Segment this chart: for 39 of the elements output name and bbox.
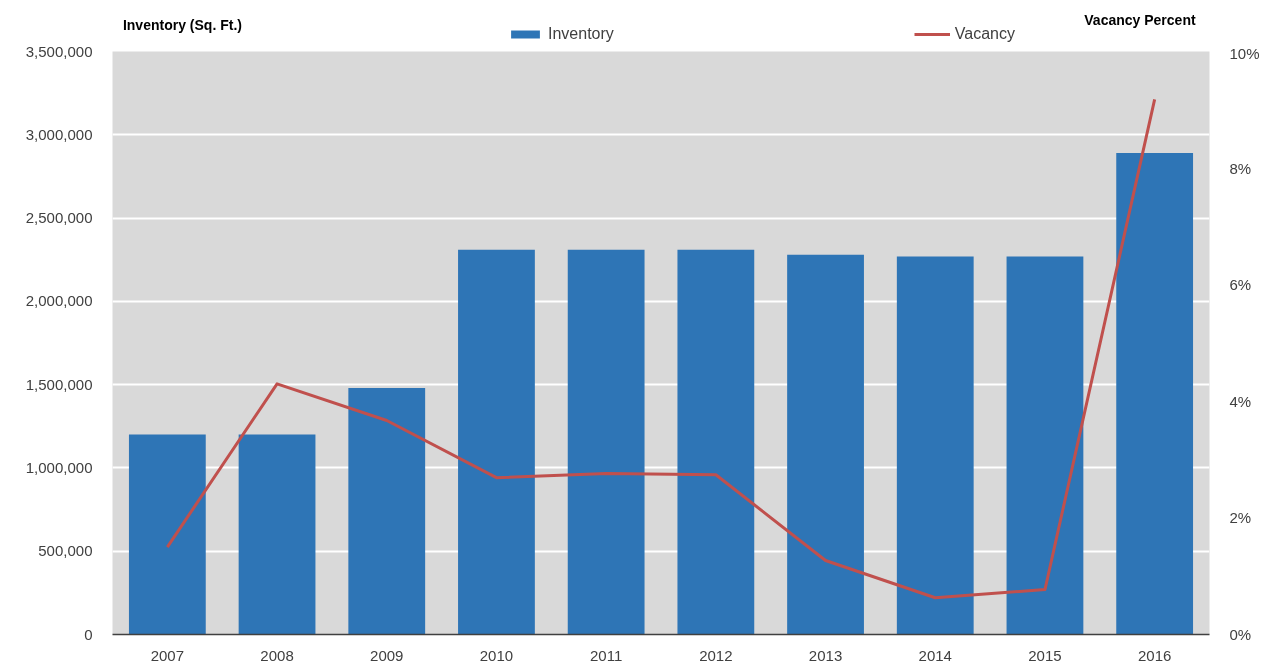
bar <box>567 249 645 635</box>
line-series <box>165 97 1157 600</box>
y2-tick-label: 2% <box>1229 509 1252 527</box>
x-tick-label: 2008 <box>260 646 294 664</box>
y-tick-label: 2,500,000 <box>25 209 93 227</box>
x-tick-label: 2016 <box>1137 646 1172 664</box>
bar <box>896 256 974 635</box>
y-tick-label: 1,000,000 <box>25 458 93 476</box>
y-tick-label: 1,500,000 <box>25 375 93 393</box>
x-tick-label: 2015 <box>1028 646 1062 664</box>
y-axis-title: Inventory (Sq. Ft.) <box>122 16 242 33</box>
y2-tick-label: 0% <box>1229 626 1252 643</box>
legend-label: Vacancy <box>954 25 1015 43</box>
y2-axis-title: Vacancy Percent <box>1084 11 1196 28</box>
y-tick-label: 3,500,000 <box>25 42 93 60</box>
x-tick-label: 2007 <box>150 646 185 664</box>
x-tick-label: 2014 <box>918 646 952 664</box>
bar <box>1006 256 1084 635</box>
x-tick-label: 2013 <box>808 646 843 664</box>
legend-label: Inventory <box>548 25 614 43</box>
x-tick-label: 2011 <box>590 646 623 664</box>
y-tick-label: 0 <box>84 625 93 643</box>
y2-tick-label: 6% <box>1229 276 1252 294</box>
bar <box>238 434 316 635</box>
y-tick-label: 3,000,000 <box>25 125 93 143</box>
bar <box>677 249 755 635</box>
y2-tick-label: 8% <box>1229 159 1252 177</box>
bar <box>458 249 535 635</box>
y-tick-label: 500,000 <box>38 542 93 560</box>
bar <box>128 434 206 635</box>
x-tick-label: 2010 <box>479 646 514 664</box>
bar <box>787 254 864 635</box>
y-tick-label: 2,000,000 <box>25 292 93 310</box>
x-tick-label: 2012 <box>699 646 733 664</box>
y2-tick-label: 4% <box>1229 392 1252 410</box>
bar <box>1116 153 1194 635</box>
bar <box>348 387 426 635</box>
y2-tick-label: 10% <box>1229 44 1260 62</box>
x-tick-label: 2009 <box>370 646 404 664</box>
